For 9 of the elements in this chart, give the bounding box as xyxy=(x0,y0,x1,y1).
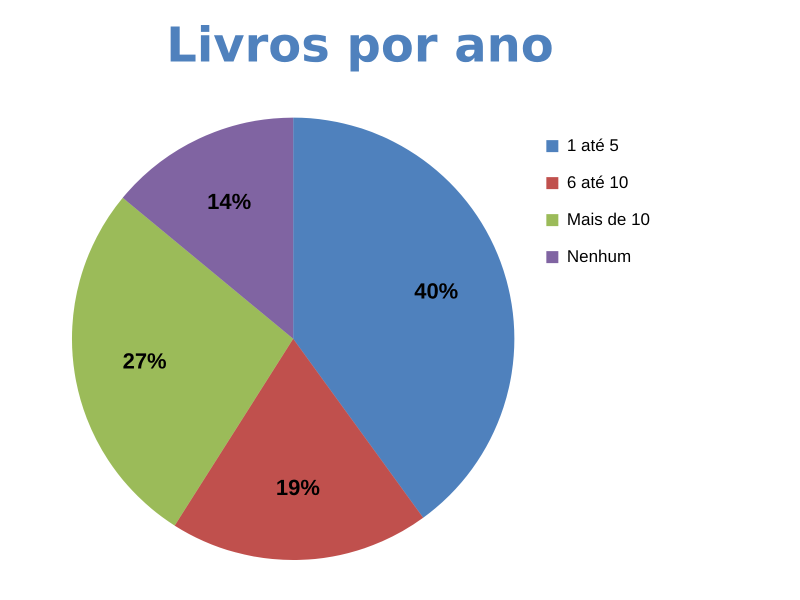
legend-label: Nenhum xyxy=(566,246,632,266)
legend-label: 6 até 10 xyxy=(566,172,628,192)
data-label: 14% xyxy=(207,188,252,214)
legend-label: Mais de 10 xyxy=(566,210,650,229)
data-label: 19% xyxy=(276,475,320,500)
legend-label: 1 até 5 xyxy=(566,136,619,155)
data-label: 27% xyxy=(122,348,167,374)
chart-title: Livros por ano xyxy=(166,17,554,74)
data-label: 40% xyxy=(414,278,458,304)
